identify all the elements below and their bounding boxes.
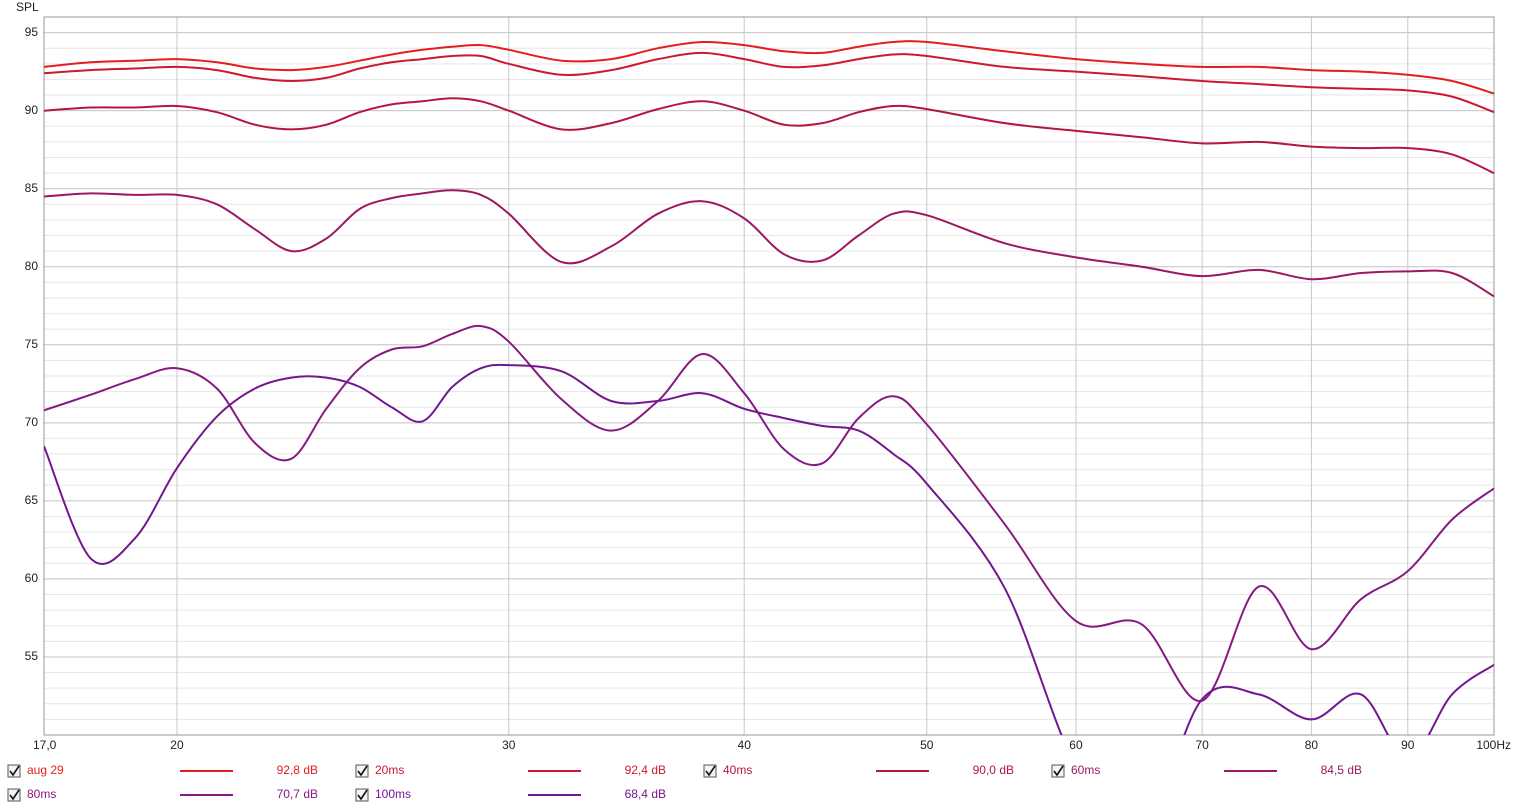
series-line <box>44 324 1494 702</box>
y-tick-label: 75 <box>25 337 39 351</box>
series-line <box>44 51 1494 114</box>
y-tick-label: 95 <box>25 25 39 39</box>
legend-entry: 60ms 84,5 dB <box>1051 763 1362 778</box>
checkmark <box>1053 765 1064 777</box>
y-tick-label: 60 <box>25 571 39 585</box>
series-line <box>44 40 1494 95</box>
checkmark <box>9 789 20 801</box>
y-tick-label: 70 <box>25 415 39 429</box>
legend-entry: 80ms 70,7 dB <box>7 787 318 802</box>
x-tick-label: 20 <box>170 738 184 752</box>
legend-label: 100ms <box>375 787 411 801</box>
plot-area <box>44 40 1494 735</box>
legend-entry: 100ms 68,4 dB <box>355 787 666 802</box>
plot-frame <box>43 16 1495 736</box>
legend-entry: aug 29 92,8 dB <box>7 763 318 778</box>
checkmark <box>9 765 20 777</box>
x-tick-label: 60 <box>1069 738 1083 752</box>
checkmark <box>357 765 368 777</box>
y-tick-label: 55 <box>25 649 39 663</box>
legend-entry: 40ms 90,0 dB <box>703 763 1014 778</box>
series-line <box>44 97 1494 175</box>
x-tick-label: 40 <box>738 738 752 752</box>
y-tick-label: 90 <box>25 103 39 117</box>
legend-readout: 92,8 dB <box>277 763 318 777</box>
x-tick-label: 100Hz <box>1476 738 1511 752</box>
checkmark <box>705 765 716 777</box>
series-line <box>44 363 1494 735</box>
legend-readout: 84,5 dB <box>1321 763 1362 777</box>
x-tick-label: 50 <box>920 738 934 752</box>
legend-readout: 90,0 dB <box>973 763 1014 777</box>
legend-readout: 92,4 dB <box>625 763 666 777</box>
series-line <box>44 189 1494 298</box>
legend-readout: 68,4 dB <box>625 787 666 801</box>
legend-readout: 70,7 dB <box>277 787 318 801</box>
x-tick-label: 90 <box>1401 738 1415 752</box>
y-axis-label: SPL <box>16 0 39 14</box>
legend-entry: 20ms 92,4 dB <box>355 763 666 778</box>
legend-label: 60ms <box>1071 763 1100 777</box>
x-tick-label: 17,0 <box>33 738 57 752</box>
legend-label: aug 29 <box>27 763 64 777</box>
y-tick-label: 85 <box>25 181 39 195</box>
y-tick-label: 65 <box>25 493 39 507</box>
legend-label: 20ms <box>375 763 404 777</box>
x-tick-label: 80 <box>1305 738 1319 752</box>
checkmark <box>357 789 368 801</box>
x-tick-label: 30 <box>502 738 516 752</box>
x-tick-label: 70 <box>1195 738 1209 752</box>
legend-label: 40ms <box>723 763 752 777</box>
legend-label: 80ms <box>27 787 56 801</box>
y-tick-label: 80 <box>25 259 39 273</box>
